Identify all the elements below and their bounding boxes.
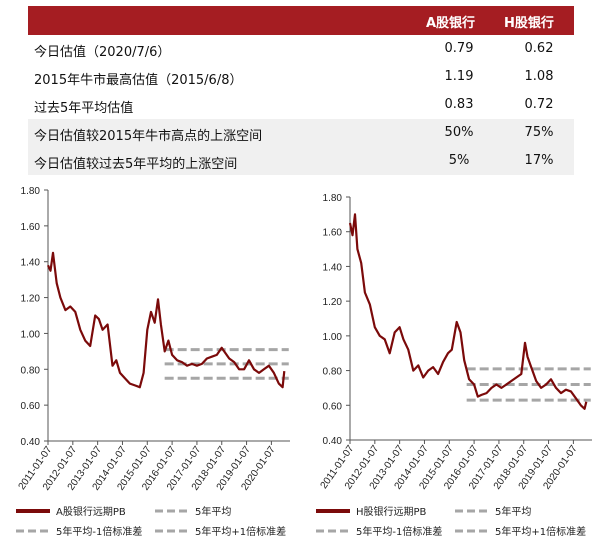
- table-row: 今日估值较过去5年平均的上涨空间 5% 17%: [28, 147, 574, 175]
- table-row: 今日估值（2020/7/6） 0.79 0.62: [28, 35, 574, 63]
- y-tick-label: 0.60: [21, 401, 41, 412]
- legend-label: 5年平均-1倍标准差: [356, 525, 442, 538]
- pb-series-line: [47, 251, 286, 389]
- y-tick-label: 1.60: [21, 222, 41, 233]
- row-label: 2015年牛市最高估值（2015/6/8）: [34, 73, 243, 88]
- y-tick-label: 1.60: [323, 228, 343, 239]
- row-value-h: 0.72: [524, 97, 554, 112]
- row-value-a: 0.83: [444, 97, 474, 112]
- row-label: 过去5年平均估值: [34, 101, 134, 116]
- y-tick-label: 1.20: [21, 294, 41, 305]
- legend-label: A股银行远期PB: [56, 505, 126, 518]
- legend-label: 5年平均+1倍标准差: [495, 525, 586, 538]
- row-label: 今日估值较2015年牛市高点的上涨空间: [34, 129, 263, 144]
- row-value-a: 50%: [444, 125, 474, 140]
- row-label: 今日估值较过去5年平均的上涨空间: [34, 157, 238, 172]
- y-tick-label: 1.00: [323, 332, 343, 343]
- row-value-a: 5%: [448, 153, 470, 168]
- valuation-table: A股银行 H股银行 今日估值（2020/7/6） 0.79 0.62 2015年…: [28, 6, 574, 175]
- table-row: 2015年牛市最高估值（2015/6/8） 1.19 1.08: [28, 63, 574, 91]
- row-value-h: 75%: [524, 125, 554, 140]
- y-tick-label: 1.80: [323, 193, 343, 204]
- row-value-a: 1.19: [444, 69, 474, 84]
- row-value-a: 0.79: [444, 41, 474, 56]
- row-value-h: 1.08: [524, 69, 554, 84]
- column-header-a-share: A股银行: [426, 16, 476, 31]
- h-share-pb-chart-svg: 0.400.600.801.001.201.401.601.802011-01-…: [316, 193, 592, 538]
- row-value-h: 0.62: [524, 41, 554, 56]
- legend-label: 5年平均+1倍标准差: [195, 525, 286, 538]
- table-header: A股银行 H股银行: [28, 6, 574, 35]
- y-tick-label: 1.40: [323, 262, 343, 273]
- pb-series-line: [348, 213, 588, 410]
- y-tick-label: 1.40: [21, 258, 41, 269]
- y-tick-label: 0.40: [21, 437, 41, 448]
- legend-label: 5年平均-1倍标准差: [56, 525, 142, 538]
- a-share-pb-chart-svg: 0.400.600.801.001.201.401.601.802011-01-…: [16, 186, 290, 538]
- row-value-h: 17%: [524, 153, 554, 168]
- row-label: 今日估值（2020/7/6）: [34, 45, 171, 60]
- table-row: 今日估值较2015年牛市高点的上涨空间 50% 75%: [28, 119, 574, 147]
- legend-label: 5年平均: [495, 505, 531, 518]
- y-tick-label: 0.40: [323, 436, 343, 447]
- table-row: 过去5年平均估值 0.83 0.72: [28, 91, 574, 119]
- legend-label: 5年平均: [195, 505, 231, 518]
- y-tick-label: 1.00: [21, 329, 41, 340]
- y-tick-label: 1.80: [21, 186, 41, 197]
- y-tick-label: 0.80: [323, 367, 343, 378]
- a-share-pb-chart: 0.40 0.60 0.80 1.00 1.20 1.40 1.60 1.80 2011-01-…: [0, 180, 300, 550]
- legend-label: H股银行远期PB: [356, 505, 427, 518]
- y-tick-label: 0.60: [323, 401, 343, 412]
- y-tick-label: 1.20: [323, 297, 343, 308]
- h-share-pb-chart: 0.40 0.60 0.80 1.00 1.20 1.40 1.60 1.80 2011-01-…: [300, 180, 600, 550]
- y-tick-label: 0.80: [21, 365, 41, 376]
- column-header-h-share: H股银行: [504, 16, 554, 31]
